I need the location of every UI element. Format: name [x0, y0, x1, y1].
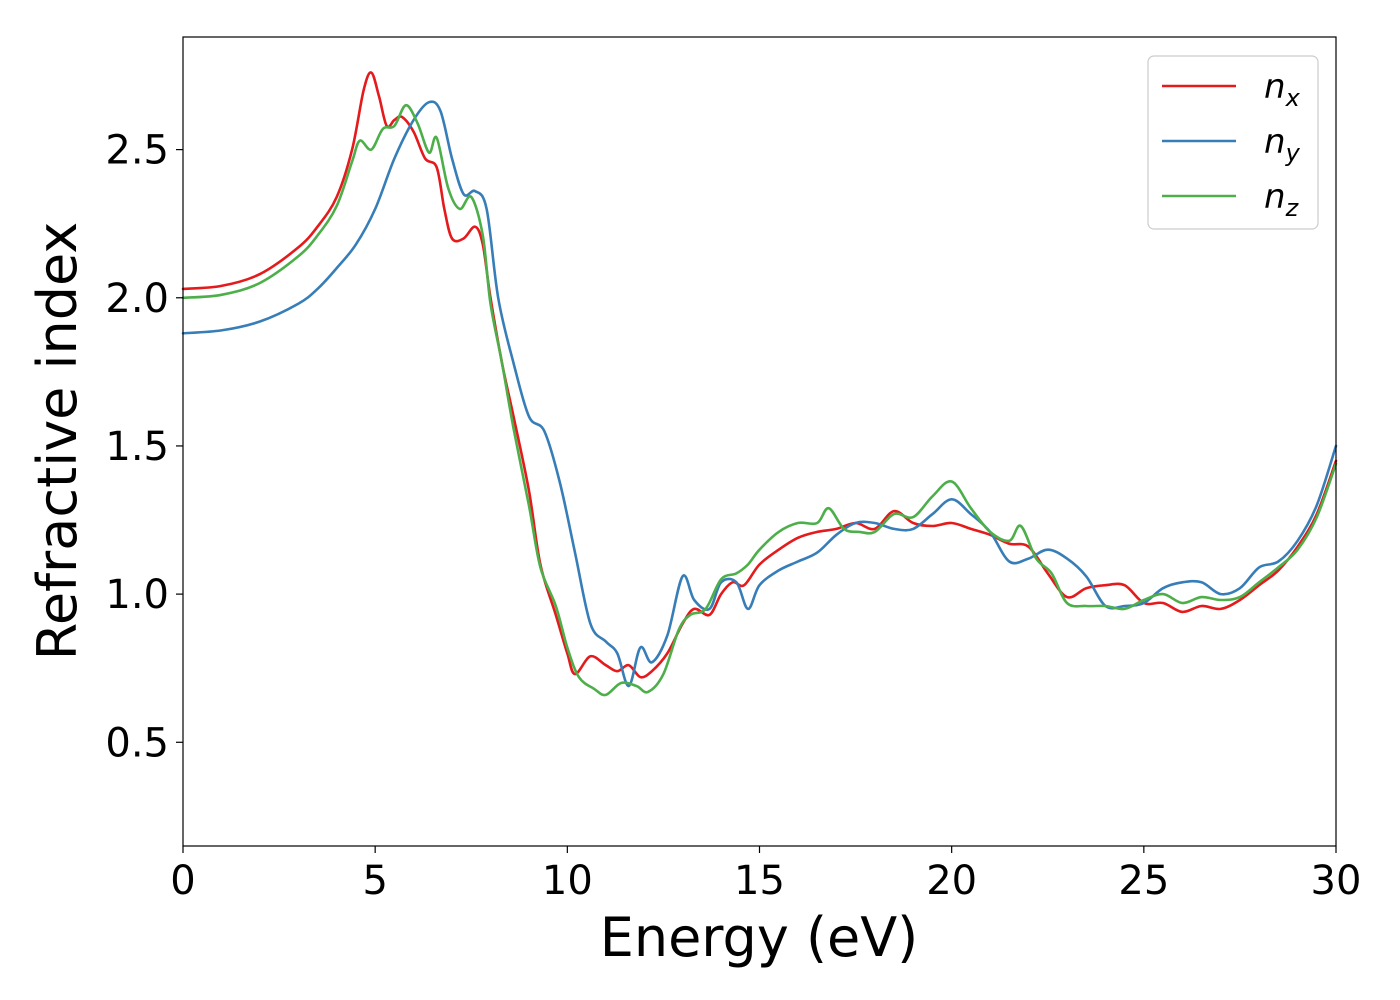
x-tick-label: 25 [1118, 858, 1169, 904]
x-tick-label: 5 [362, 858, 387, 904]
y-tick-label: 2.0 [105, 276, 169, 322]
legend-box [1147, 55, 1319, 230]
legend-label-nz: nz [1264, 177, 1300, 222]
legend-label-ny: ny [1264, 122, 1301, 167]
y-tick-label: 2.5 [105, 128, 169, 174]
y-tick-label: 0.5 [105, 720, 169, 766]
series-line-ny [181, 100, 1338, 688]
x-tick-label: 15 [734, 858, 785, 904]
x-tick-label: 0 [170, 858, 195, 904]
x-tick-label: 20 [926, 858, 977, 904]
legend: nx ny nz [1147, 55, 1319, 230]
legend-label-nx: nx [1264, 67, 1301, 112]
x-tick-label: 30 [1311, 858, 1362, 904]
y-axis-label: Refractive index [26, 222, 89, 661]
y-tick-label: 1.0 [105, 572, 169, 618]
x-axis-label: Energy (eV) [600, 906, 919, 969]
series-layer [181, 71, 1338, 697]
x-axis: 0 5 10 15 20 25 30 [170, 846, 1361, 904]
series-line-nz [181, 103, 1338, 697]
x-tick-label: 10 [542, 858, 593, 904]
y-tick-label: 1.5 [105, 424, 169, 470]
y-axis: 0.5 1.0 1.5 2.0 2.5 [105, 128, 183, 766]
